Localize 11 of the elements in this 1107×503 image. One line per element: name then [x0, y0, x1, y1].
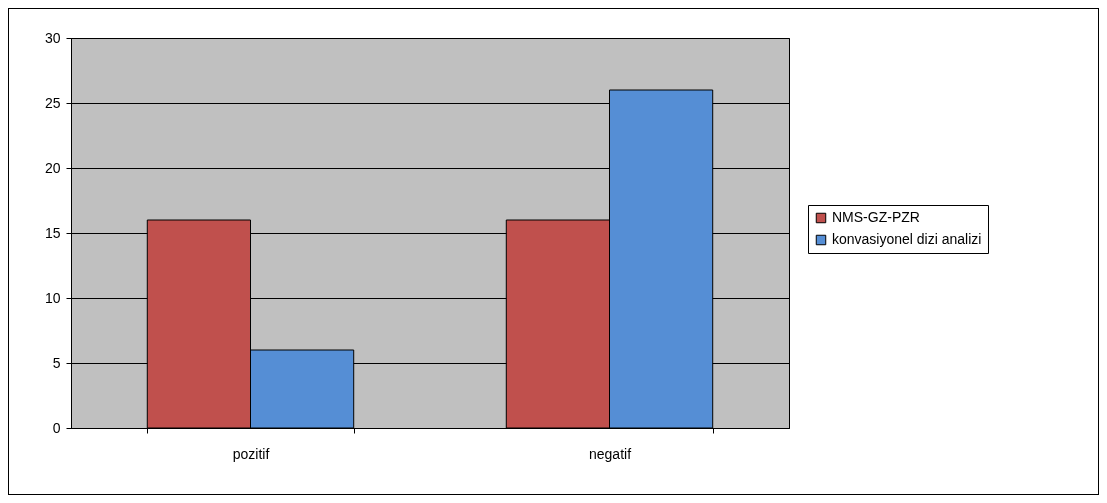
x-tick-label: pozitif: [232, 445, 270, 462]
y-tick-label: 15: [44, 224, 61, 241]
y-tick-label: 10: [44, 289, 61, 306]
y-tick-label: 20: [44, 159, 61, 176]
y-tick-label: 5: [52, 354, 61, 371]
legend-label: NMS-GZ-PZR: [832, 209, 920, 225]
legend-label: konvasiyonel dizi analizi: [832, 231, 982, 247]
x-tick-label: negatif: [588, 445, 632, 462]
y-tick-label: 30: [44, 29, 61, 46]
y-tick-label: 0: [52, 419, 61, 436]
y-tick-label: 25: [44, 94, 61, 111]
